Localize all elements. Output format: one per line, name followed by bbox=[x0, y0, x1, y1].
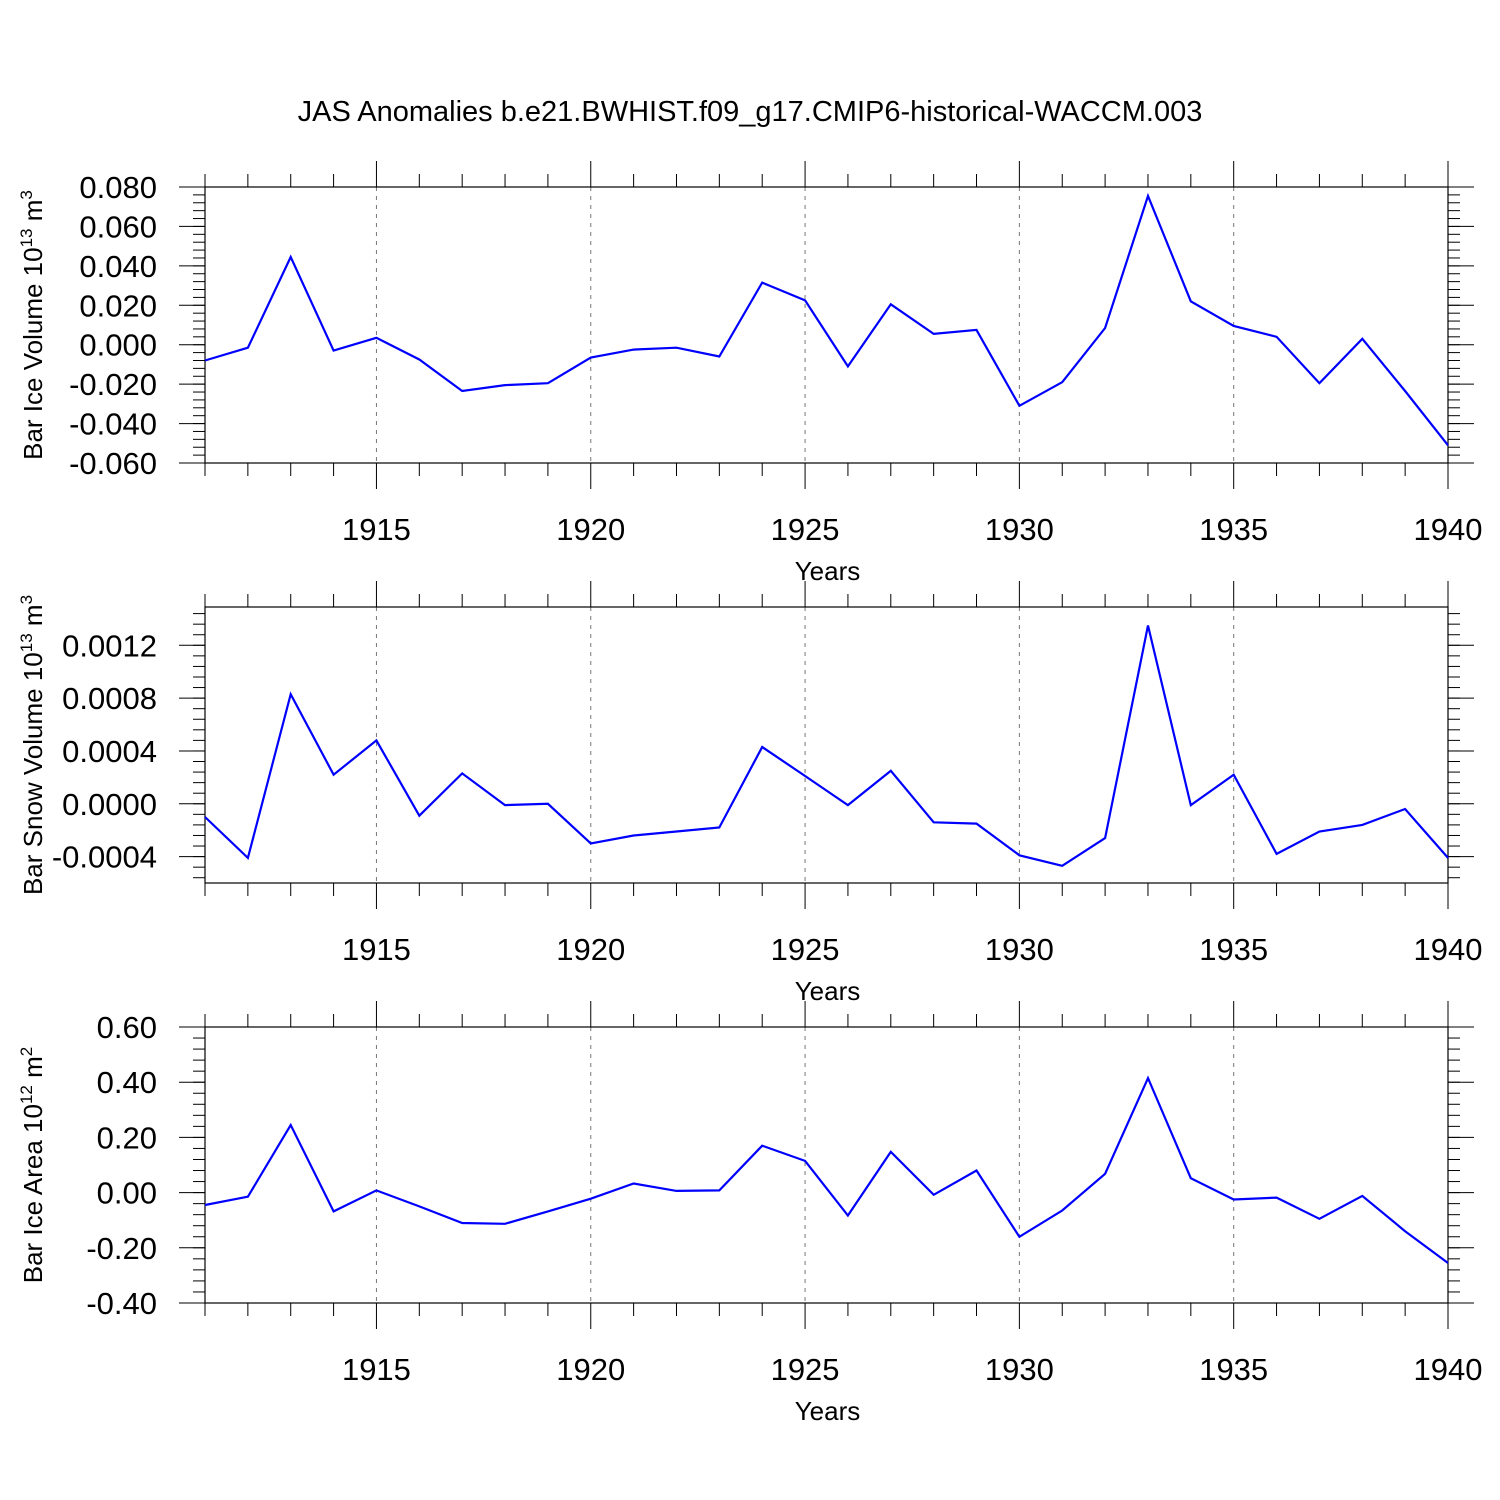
y-axis-title: Bar Ice Volume 1013 m3 bbox=[17, 190, 48, 460]
x-axis-title: Years bbox=[795, 1396, 861, 1426]
y-axis-title: Bar Snow Volume 1013 m3 bbox=[17, 595, 48, 895]
plot-panel-2: -0.0004 0.0000 0.0004 0.0008 0.0012 1915 1920 1… bbox=[17, 581, 1482, 1006]
y-tick-label: 0.000 bbox=[79, 328, 157, 363]
y-tick-label: 0.00 bbox=[97, 1176, 157, 1211]
y-tick-label: 0.0008 bbox=[62, 681, 157, 716]
x-tick-label: 1930 bbox=[985, 1352, 1054, 1387]
series-line-1 bbox=[204, 192, 1449, 446]
x-tick-label: 1935 bbox=[1199, 1352, 1268, 1387]
x-axis-title: Years bbox=[795, 976, 861, 1006]
y-tick-label: 0.40 bbox=[97, 1065, 157, 1100]
plot-panel-3: -0.40 -0.20 0.00 0.20 0.40 0.60 1915 1920 1925 19… bbox=[17, 1001, 1482, 1426]
x-tick-label: 1935 bbox=[1199, 932, 1268, 967]
plot-panel-1: -0.060 -0.040 -0.020 0.000 0.020 0.040 0.060 0.… bbox=[17, 161, 1482, 586]
y-tick-label: 0.0000 bbox=[62, 787, 157, 822]
x-axis-title: Years bbox=[795, 556, 861, 586]
x-tick-label: 1925 bbox=[771, 512, 840, 547]
y-tick-label: 0.080 bbox=[79, 170, 157, 205]
x-tick-label: 1935 bbox=[1199, 512, 1268, 547]
series-line-1 bbox=[204, 625, 1449, 867]
x-tick-label: 1940 bbox=[1414, 1352, 1483, 1387]
x-tick-label: 1940 bbox=[1414, 932, 1483, 967]
x-tick-label: 1920 bbox=[556, 932, 625, 967]
y-tick-label: -0.0004 bbox=[52, 840, 157, 875]
x-tick-label: 1915 bbox=[342, 1352, 411, 1387]
plot-frame bbox=[204, 606, 1449, 884]
x-tick-label: 1940 bbox=[1414, 512, 1483, 547]
y-tick-label: 0.040 bbox=[79, 249, 157, 284]
y-tick-label: -0.20 bbox=[86, 1231, 157, 1266]
y-tick-label: 0.060 bbox=[79, 209, 157, 244]
y-tick-label: 0.0012 bbox=[62, 628, 157, 663]
plot-frame bbox=[204, 1026, 1449, 1304]
y-tick-label: -0.020 bbox=[69, 367, 157, 402]
plot-frame bbox=[204, 186, 1449, 464]
x-tick-label: 1925 bbox=[771, 1352, 840, 1387]
y-tick-label: -0.040 bbox=[69, 407, 157, 442]
y-tick-label: 0.020 bbox=[79, 288, 157, 323]
y-tick-label: 0.60 bbox=[97, 1010, 157, 1045]
y-axis-title: Bar Ice Area 1012 m2 bbox=[17, 1047, 48, 1284]
x-tick-label: 1920 bbox=[556, 1352, 625, 1387]
x-tick-label: 1925 bbox=[771, 932, 840, 967]
x-tick-label: 1915 bbox=[342, 512, 411, 547]
series-line-1 bbox=[204, 1075, 1449, 1264]
x-tick-label: 1930 bbox=[985, 512, 1054, 547]
x-tick-label: 1920 bbox=[556, 512, 625, 547]
x-tick-label: 1930 bbox=[985, 932, 1054, 967]
y-tick-label: -0.060 bbox=[69, 446, 157, 481]
y-tick-label: 0.20 bbox=[97, 1120, 157, 1155]
y-tick-label: -0.40 bbox=[86, 1286, 157, 1321]
y-tick-label: 0.0004 bbox=[62, 734, 157, 769]
x-tick-label: 1915 bbox=[342, 932, 411, 967]
figure-title: JAS Anomalies b.e21.BWHIST.f09_g17.CMIP6… bbox=[297, 96, 1203, 128]
